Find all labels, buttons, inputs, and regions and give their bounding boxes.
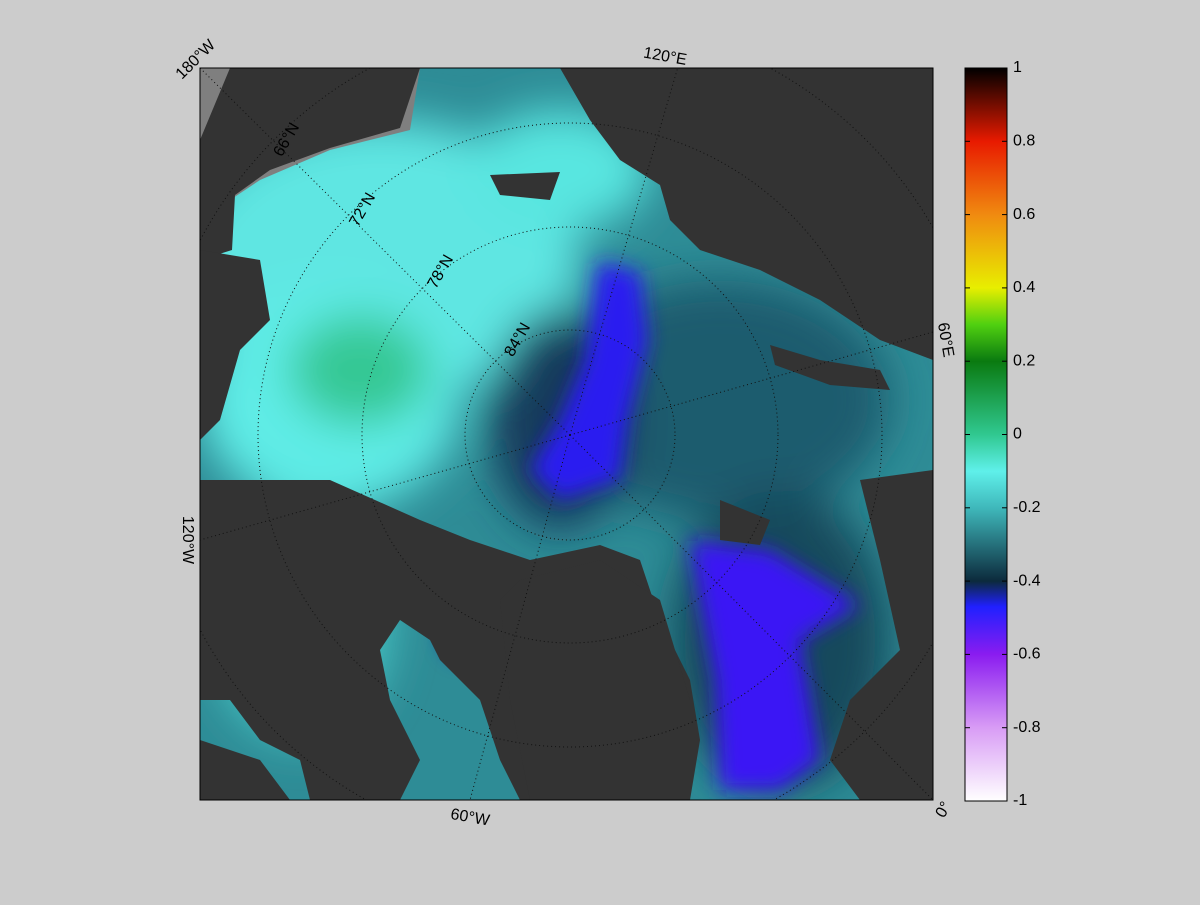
colorbar-tick-label: 0: [1013, 426, 1022, 443]
colorbar-tick-label: 0.2: [1013, 352, 1035, 369]
longitude-label: 120°E: [642, 45, 688, 69]
map: [200, 68, 933, 800]
colorbar-tick-label: -0.4: [1013, 572, 1041, 589]
longitude-label: 60°E: [934, 321, 957, 358]
colorbar-tick-label: -0.8: [1013, 719, 1041, 736]
colorbar-tick-label: -0.2: [1013, 499, 1041, 516]
colorbar-tick-label: 1: [1013, 59, 1022, 76]
land: [200, 68, 933, 800]
longitude-label: 60°W: [449, 806, 492, 830]
graticule: [200, 68, 933, 800]
colorbar-tick-label: -1: [1013, 792, 1027, 809]
colorbar-tick-label: -0.6: [1013, 646, 1041, 663]
colorbar: [964, 67, 1008, 802]
colorbar-tick-label: 0.6: [1013, 206, 1035, 223]
longitude-label: 0°: [933, 799, 955, 821]
longitude-label: 120°W: [179, 516, 196, 565]
colorbar-tick-label: 0.4: [1013, 279, 1035, 296]
colorbar-tick-label: 0.8: [1013, 133, 1035, 150]
map-frame: [199, 67, 934, 801]
